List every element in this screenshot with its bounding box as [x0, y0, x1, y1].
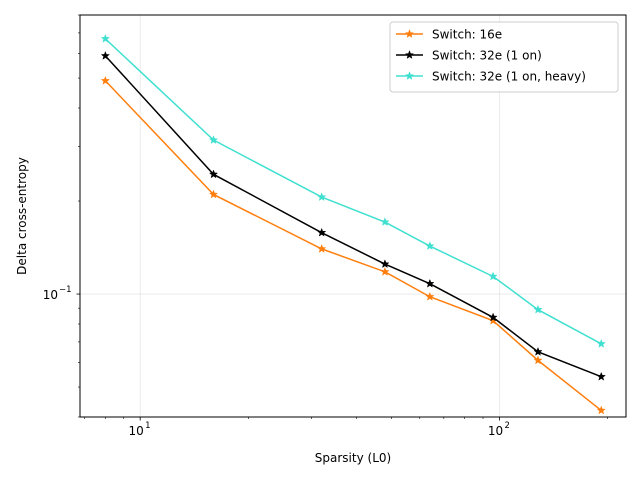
series-1 — [100, 75, 606, 415]
x-tick-exponent: 1 — [145, 421, 150, 431]
data-point-marker — [380, 266, 390, 276]
series-line — [104, 55, 602, 378]
legend-swatch-marker — [404, 50, 415, 59]
data-point-marker — [533, 355, 543, 365]
data-point-marker — [596, 338, 606, 348]
legend-entry-label: Switch: 32e (1 on, heavy) — [432, 70, 586, 84]
legend: Switch: 16e Switch: 32e (1 on) Switch: 32e… — [389, 21, 619, 93]
legend-swatch-marker — [404, 29, 415, 38]
data-point-marker — [380, 259, 390, 269]
data-point-marker — [317, 227, 327, 237]
data-point-marker — [100, 50, 111, 60]
legend-entry-label: Switch: 16e — [432, 28, 502, 42]
x-tick-label: 10 — [488, 424, 503, 438]
data-point-marker — [208, 189, 219, 199]
series-line — [104, 38, 602, 345]
y-tick-label: 10 — [43, 288, 58, 302]
series-line — [104, 80, 602, 412]
data-point-marker — [533, 304, 543, 314]
axis-ticks: 10 1 10 210 −1 — [43, 14, 608, 438]
data-point-marker — [425, 278, 435, 288]
plot-frame — [79, 14, 627, 418]
legend-entry-label: Switch: 32e (1 on) — [432, 49, 542, 63]
data-point-marker — [533, 346, 543, 356]
x-tick-exponent: 2 — [504, 421, 509, 431]
data-point-marker — [425, 241, 435, 251]
series-layer — [100, 33, 606, 415]
data-point-marker — [425, 291, 435, 301]
data-point-marker — [317, 243, 327, 253]
series-3 — [100, 33, 606, 348]
legend-swatch-marker — [404, 71, 415, 80]
data-point-marker — [317, 192, 327, 202]
series-2 — [100, 50, 606, 381]
legend-box — [389, 21, 619, 93]
y-tick-exponent: −1 — [59, 285, 72, 295]
data-point-marker — [208, 169, 219, 179]
data-point-marker — [380, 217, 390, 227]
x-axis-label: Sparsity (L0) — [315, 451, 391, 465]
data-point-marker — [596, 371, 606, 381]
data-point-marker — [100, 75, 111, 85]
x-tick-label: 10 — [129, 424, 144, 438]
data-point-marker — [488, 312, 498, 322]
data-point-marker — [596, 405, 606, 415]
data-point-marker — [208, 135, 219, 145]
data-point-marker — [488, 271, 498, 281]
data-point-marker — [100, 33, 111, 43]
y-axis-label: Delta cross-entropy — [15, 157, 29, 275]
